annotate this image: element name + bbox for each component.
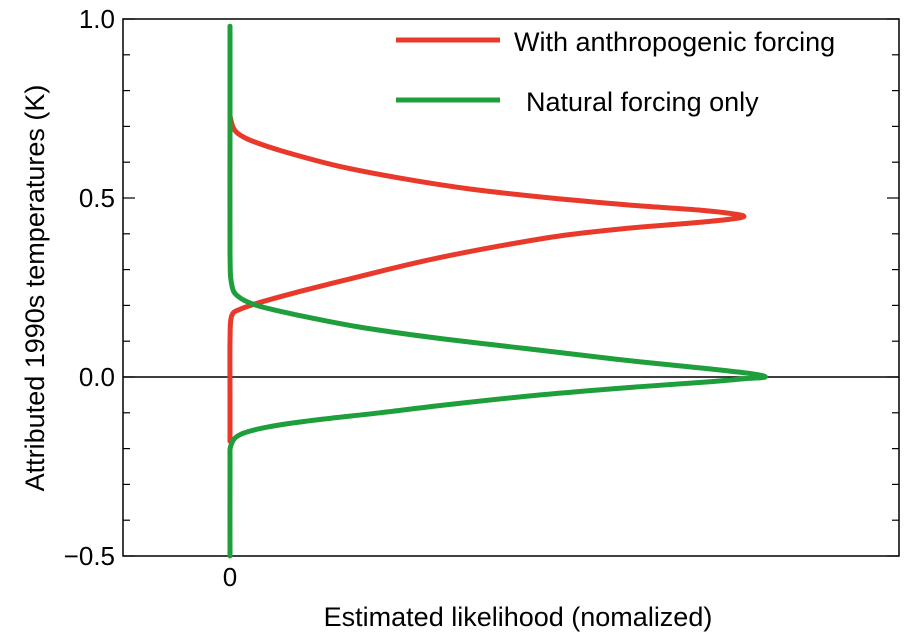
x-axis-label: Estimated likelihood (nomalized) xyxy=(324,602,713,632)
tick-labels: 1.0 0.5 0.0 −0.5 0 xyxy=(64,4,238,592)
plot-frame xyxy=(122,18,900,557)
x-tick-label: 0 xyxy=(223,562,237,592)
y-tick-label: 0.5 xyxy=(79,183,115,213)
y-tick-label: 0.0 xyxy=(79,362,115,392)
axis-ticks xyxy=(123,18,899,557)
legend-label-natural: Natural forcing only xyxy=(526,87,759,117)
legend: With anthropogenic forcing Natural forci… xyxy=(396,27,835,117)
data-series xyxy=(227,23,768,559)
series-line-anthropogenic xyxy=(227,113,747,444)
legend-label-anthropogenic: With anthropogenic forcing xyxy=(514,27,835,57)
y-tick-label: −0.5 xyxy=(64,541,115,571)
y-axis-label: Attributed 1990s temperatures (K) xyxy=(20,85,50,492)
series-line-natural xyxy=(227,23,768,559)
y-tick-label: 1.0 xyxy=(79,4,115,34)
